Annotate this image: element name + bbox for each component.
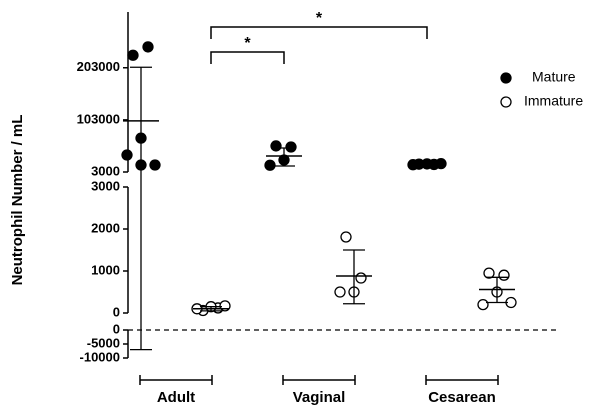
data-point	[334, 286, 346, 298]
y-tick-label: 1000	[91, 262, 120, 277]
y-axis-label: Neutrophil Number / mL	[9, 115, 26, 286]
data-point	[483, 267, 495, 279]
data-point	[127, 49, 139, 61]
legend-marker	[500, 96, 512, 108]
data-point	[142, 41, 154, 53]
y-tick-label: 0	[113, 321, 120, 336]
data-point	[355, 272, 367, 284]
data-point	[340, 231, 352, 243]
y-tick-label: -5000	[87, 335, 120, 350]
data-point	[498, 269, 510, 281]
y-tick-label: 0	[113, 304, 120, 319]
y-tick-label: -10000	[80, 349, 120, 364]
y-tick-label: 3000	[91, 163, 120, 178]
data-point	[264, 159, 276, 171]
x-tick-label: Vaginal	[293, 389, 346, 406]
y-tick-label: 3000	[91, 178, 120, 193]
significance-label: *	[316, 10, 323, 27]
x-tick-label: Cesarean	[428, 389, 496, 406]
y-tick-label: 203000	[77, 59, 120, 74]
legend-marker	[500, 72, 512, 84]
y-tick-label: 2000	[91, 220, 120, 235]
data-point	[149, 159, 161, 171]
significance-bracket	[210, 51, 285, 64]
legend-label: Immature	[524, 93, 583, 109]
data-point	[270, 140, 282, 152]
x-tick-label: Adult	[157, 389, 195, 406]
data-point	[285, 141, 297, 153]
significance-bracket	[210, 26, 428, 39]
y-tick-label: 103000	[77, 111, 120, 126]
data-point	[121, 149, 133, 161]
data-point	[477, 298, 489, 311]
legend-label: Mature	[532, 69, 576, 85]
significance-label: *	[244, 35, 251, 52]
